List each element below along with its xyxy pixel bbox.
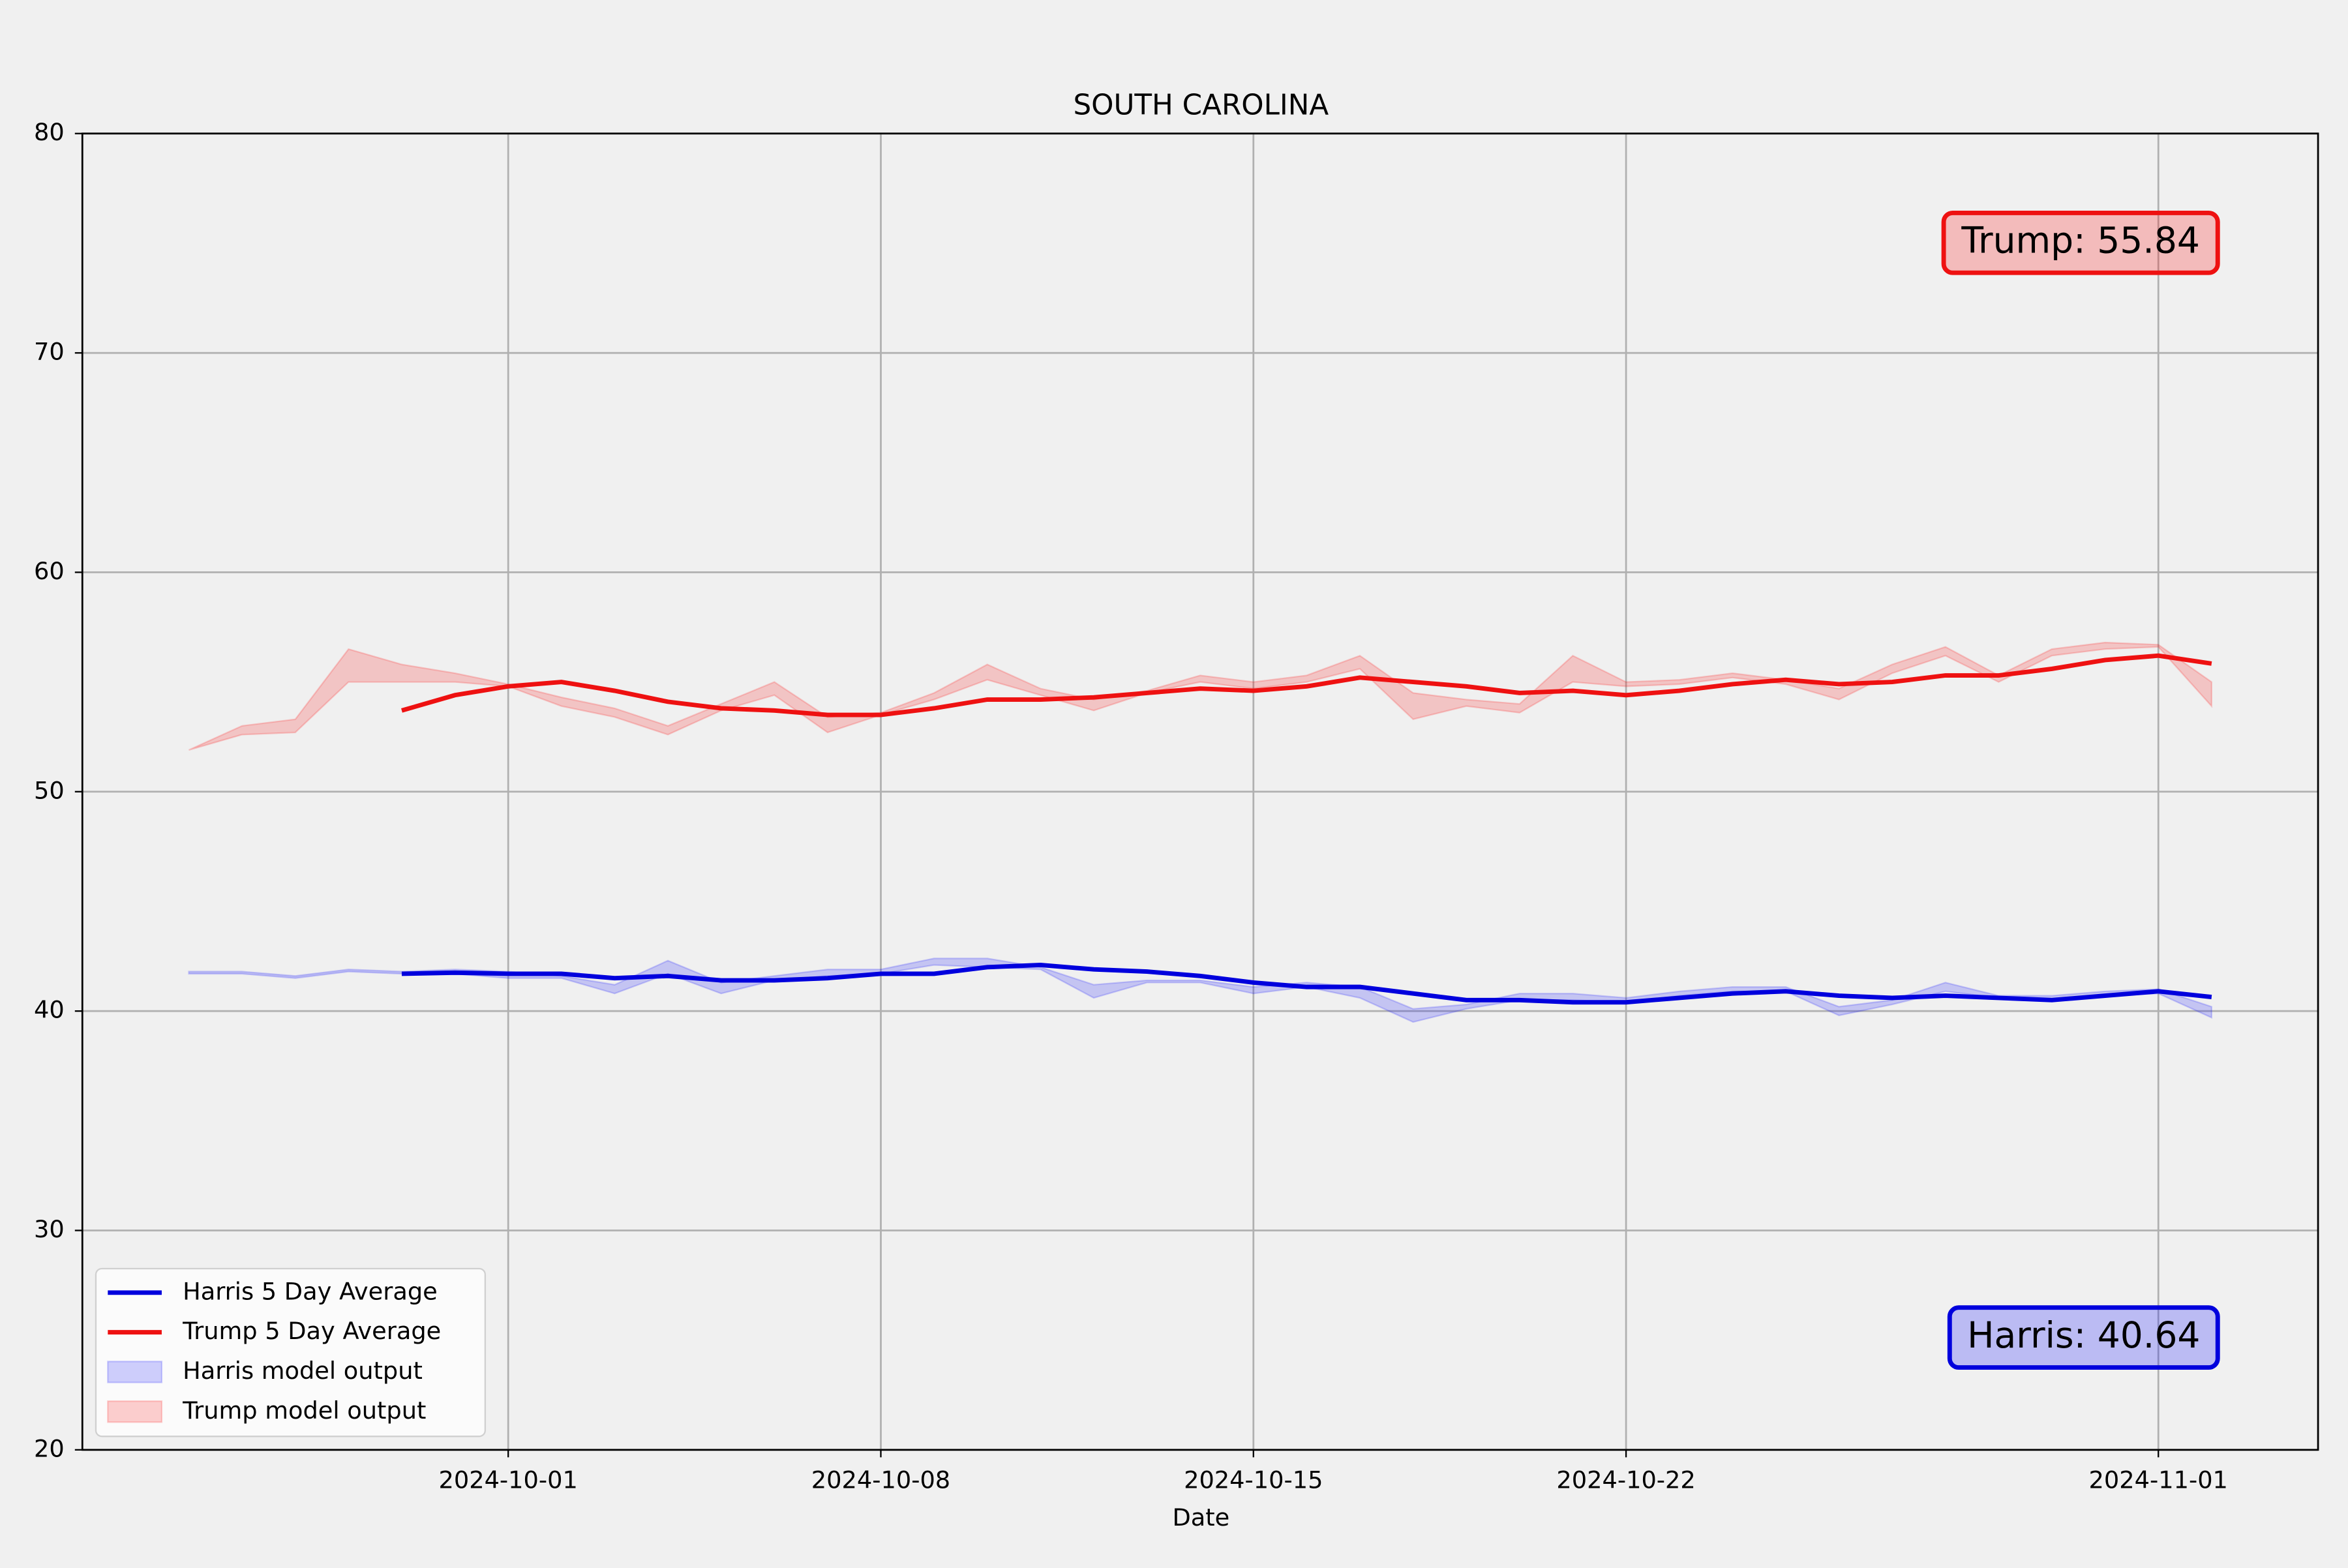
annotation: Trump: 55.84: [1961, 219, 2200, 261]
x-tick-label: 2024-10-15: [1184, 1466, 1323, 1494]
legend-box: [95, 1267, 487, 1438]
y-tick-label: 30: [34, 1215, 65, 1243]
y-tick-label: 80: [34, 118, 65, 146]
y-tick-label: 40: [34, 996, 65, 1024]
x-tick-label: 2024-10-01: [438, 1466, 577, 1494]
x-tick-label: 2024-11-01: [2089, 1466, 2228, 1494]
y-tick-label: 20: [34, 1434, 65, 1462]
annotation-box: [1947, 1305, 2220, 1370]
average-line: [401, 653, 2212, 717]
legend-swatch: [107, 1400, 163, 1423]
legend-swatch: [107, 1361, 163, 1383]
legend-label: Trump 5 Day Average: [182, 1317, 441, 1345]
x-tick-label: 2024-10-08: [811, 1466, 950, 1494]
annotation: Harris: 40.64: [1967, 1314, 2200, 1356]
chart-title: SOUTH CAROLINA: [1073, 89, 1329, 121]
x-tick-label: 2024-10-22: [1556, 1466, 1695, 1494]
y-tick-label: 50: [34, 776, 65, 804]
y-tick-label: 70: [34, 338, 65, 366]
annotation-box: [1941, 210, 2220, 275]
y-tick-label: 60: [34, 557, 65, 585]
x-axis-label: Date: [1172, 1503, 1229, 1531]
legend-label: Trump model output: [182, 1396, 426, 1425]
legend-label: Harris model output: [183, 1357, 423, 1385]
legend-label: Harris 5 Day Average: [183, 1277, 438, 1305]
plot-frame: [81, 132, 2319, 1451]
average-line: [401, 963, 2212, 1005]
legend: Harris 5 Day Average Trump 5 Day Average H…: [95, 1267, 487, 1438]
